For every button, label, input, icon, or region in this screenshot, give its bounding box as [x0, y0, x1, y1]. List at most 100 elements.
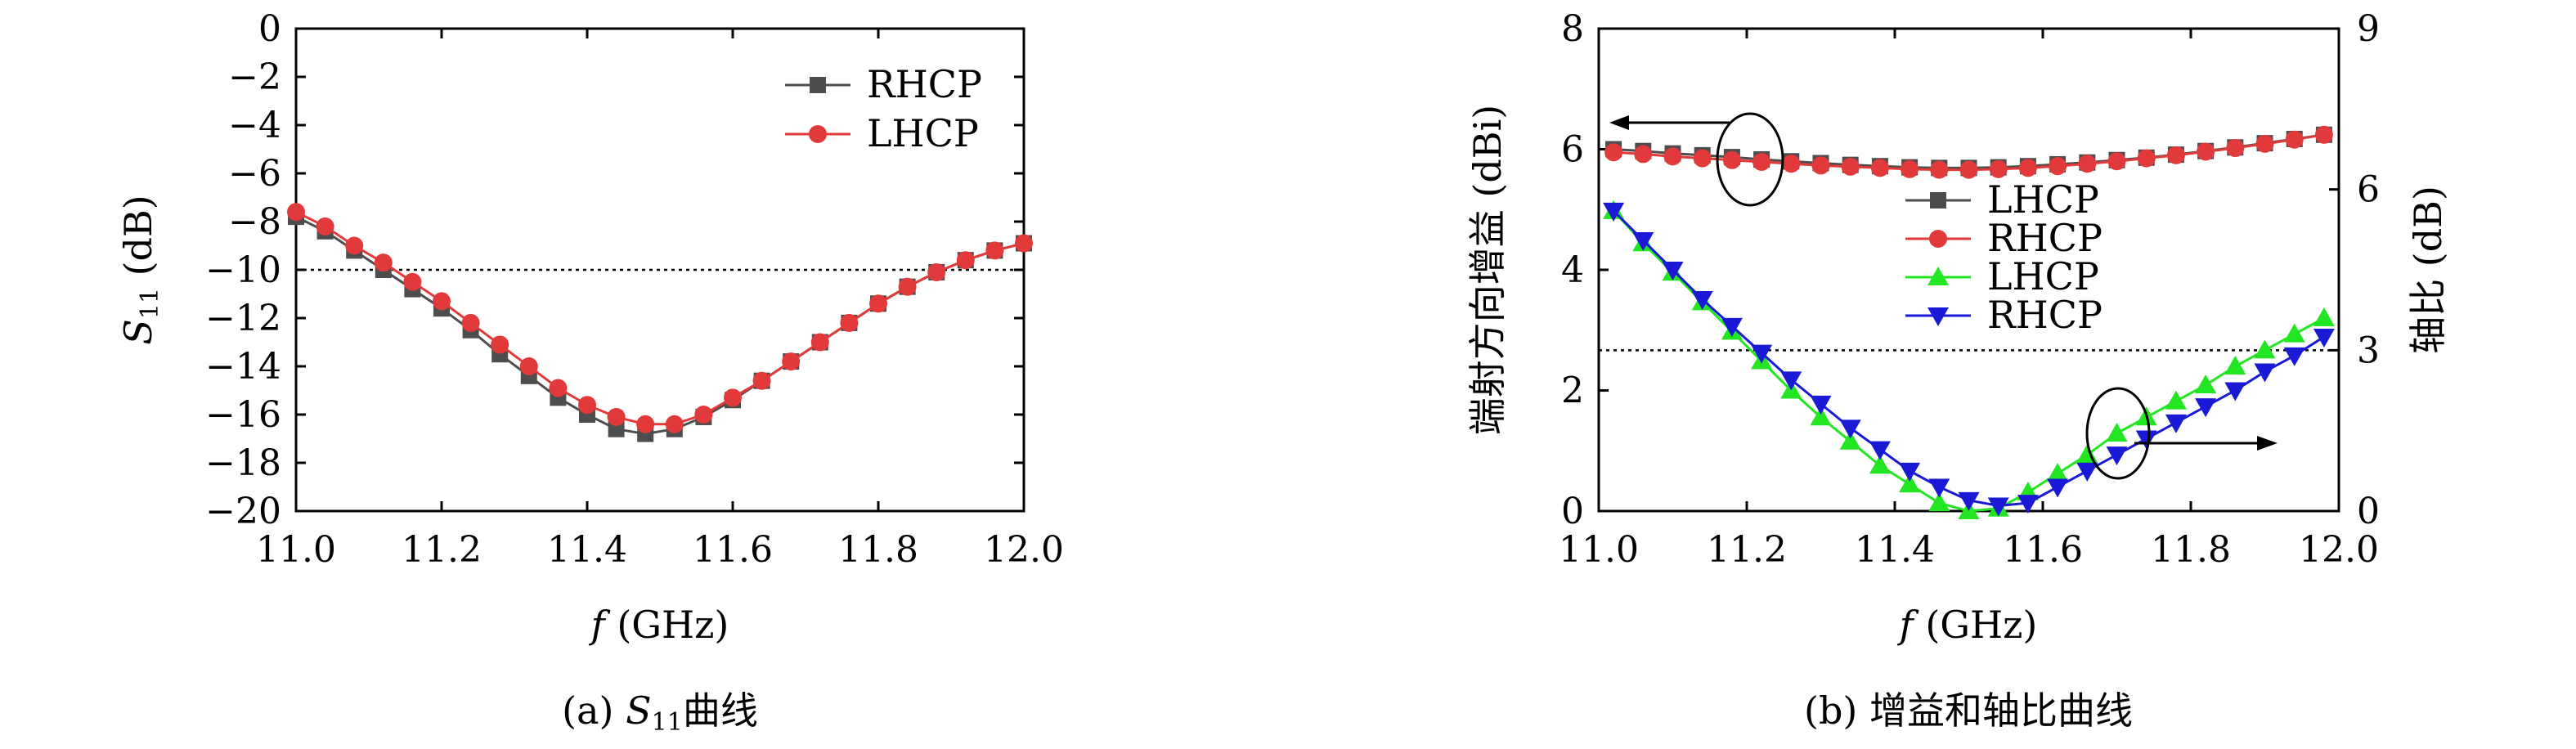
legend-marker: [809, 125, 827, 143]
data-point: [1841, 157, 1860, 176]
legend-entry-rhcp: RHCP: [1905, 293, 2103, 337]
series-rhcp-3: [1603, 202, 2335, 517]
y-tick-label: 4: [1561, 249, 1584, 291]
legend-marker: [1930, 192, 1946, 209]
y-tick-label: 8: [1561, 8, 1584, 50]
data-point: [1722, 150, 1741, 169]
data-point: [1662, 262, 1684, 280]
legend-entry-lhcp: LHCP: [1905, 254, 2099, 298]
x-tick-label: 11.6: [693, 529, 773, 571]
data-point: [433, 292, 451, 311]
panel-b-plot-frame: [1597, 27, 2340, 513]
data-point: [1634, 145, 1653, 164]
gain-curves-ellipse: [1716, 112, 1784, 207]
data-point: [636, 415, 655, 433]
data-point: [1752, 152, 1771, 171]
series-line: [295, 210, 1025, 426]
legend-marker: [810, 77, 826, 93]
data-point: [2195, 398, 2217, 418]
data-point: [2106, 422, 2128, 442]
data-point: [1958, 491, 1980, 511]
legend-label: RHCP: [1987, 216, 2103, 260]
legend-entry-lhcp: LHCP: [785, 111, 979, 155]
y-tick-label: −18: [205, 442, 281, 484]
y-tick-label: −4: [228, 105, 281, 146]
panel-a-series: [287, 203, 1033, 442]
data-point: [810, 333, 829, 352]
panel-b-x-axis-label: f (GHz): [1897, 603, 2038, 647]
legend-label: LHCP: [1987, 177, 2099, 222]
data-point: [2165, 390, 2187, 410]
data-point: [2313, 307, 2335, 326]
axial-ratio-axis-arrowhead: [2257, 436, 2278, 451]
legend-marker: [1928, 307, 1949, 326]
y-tick-label: −2: [228, 56, 281, 98]
data-point: [2313, 328, 2335, 348]
data-point: [2049, 157, 2067, 176]
data-point: [2224, 382, 2246, 401]
data-point: [1693, 149, 1712, 168]
data-point: [840, 313, 859, 332]
data-point: [1928, 492, 1950, 512]
data-point: [2137, 149, 2156, 168]
data-point: [2254, 363, 2276, 383]
data-point: [665, 415, 684, 433]
series-line: [295, 215, 1025, 436]
data-point: [1780, 371, 1802, 391]
x-tick-label: 12.0: [2299, 529, 2379, 571]
data-point: [869, 294, 887, 313]
legend-entry-rhcp: RHCP: [785, 62, 982, 106]
data-point: [403, 272, 422, 291]
series-line: [1613, 209, 2325, 507]
y-tick-label: 0: [1561, 491, 1584, 532]
y-tick-label: −14: [205, 346, 281, 388]
data-point: [724, 388, 742, 407]
data-point: [2135, 430, 2157, 450]
panel-a-x-axis-label: f (GHz): [589, 603, 729, 647]
legend-label: LHCP: [1987, 254, 2099, 298]
legend-label: LHCP: [867, 111, 979, 155]
series-rhcp-1: [1604, 125, 2333, 179]
data-point: [578, 396, 596, 415]
data-point: [1691, 291, 1713, 311]
panel-a-caption: (a) S11曲线: [562, 688, 758, 737]
data-point: [2314, 125, 2333, 144]
data-point: [1989, 159, 2008, 178]
legend-marker: [1928, 267, 1949, 285]
x-tick-label: 11.2: [1707, 529, 1787, 571]
data-point: [1928, 478, 1950, 498]
gain-axis-arrowhead: [1609, 115, 1629, 130]
panel-a-ticks: 11.0 11.2 11.4 11.6 11.8 12.0 0 −2 −4 −6 −8 −10 −12 −…: [205, 8, 1064, 571]
data-point: [2017, 495, 2039, 514]
y-right-tick-label: 3: [2357, 330, 2380, 371]
data-point: [2078, 155, 2097, 173]
axial-ratio-curves-ellipse: [2085, 387, 2151, 480]
series-rhcp-0: [288, 209, 1032, 442]
data-point: [2255, 134, 2274, 153]
data-point: [1811, 156, 1830, 175]
data-point: [2107, 152, 2126, 171]
y-tick-label: −6: [228, 153, 281, 195]
data-point: [1839, 430, 1861, 450]
data-point: [2283, 323, 2305, 343]
data-point: [1663, 147, 1682, 166]
legend-marker: [1929, 230, 1947, 248]
data-point: [2285, 130, 2304, 149]
data-point: [345, 236, 364, 255]
y-tick-label: −20: [205, 491, 281, 532]
y-tick-label: −10: [205, 249, 281, 291]
x-tick-label: 11.4: [1855, 529, 1935, 571]
y-right-tick-label: 6: [2357, 169, 2380, 211]
data-point: [1899, 462, 1921, 482]
x-tick-label: 12.0: [984, 529, 1064, 571]
panel-b-series: [1603, 125, 2335, 519]
data-point: [2047, 463, 2069, 482]
data-point: [2195, 374, 2217, 393]
data-point: [1810, 395, 1832, 415]
data-point: [1604, 143, 1623, 162]
data-point: [782, 352, 801, 371]
